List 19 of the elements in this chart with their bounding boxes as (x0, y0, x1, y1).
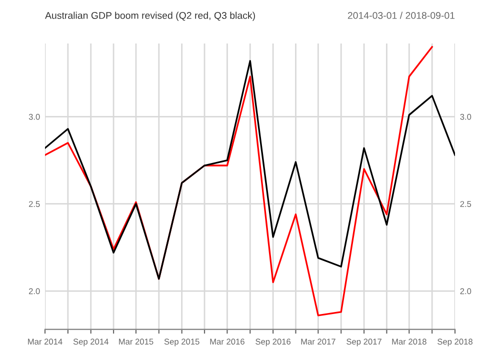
x-tick-label: Mar 2016 (210, 338, 244, 345)
x-tick-label: Mar 2014 (28, 338, 62, 345)
x-tick-label: Mar 2015 (119, 338, 154, 345)
chart-title: Australian GDP boom revised (Q2 red, Q3 black) (45, 12, 255, 21)
x-tick-label: Sep 2017 (346, 338, 382, 346)
y-tick-label: 2.5 (28, 201, 40, 207)
y-tick-label: 2.0 (28, 288, 40, 294)
y2-tick-label: 2.5 (460, 201, 472, 207)
y2-tick-label: 2.0 (460, 288, 472, 294)
x-tick-label: Sep 2014 (73, 338, 108, 346)
y2-tick-label: 3.0 (460, 114, 472, 120)
x-tick-label: Sep 2018 (438, 338, 472, 346)
x-tick-label: Mar 2017 (301, 338, 336, 345)
line-series (45, 60, 455, 280)
x-tick-label: Sep 2015 (164, 338, 200, 346)
y-tick-label: 3.0 (28, 114, 40, 120)
text: 2014-03-01 / 2018-09-01 (348, 12, 455, 19)
x-tick-label: Sep 2016 (256, 338, 291, 346)
x-tick-label: Mar 2018 (392, 338, 426, 345)
